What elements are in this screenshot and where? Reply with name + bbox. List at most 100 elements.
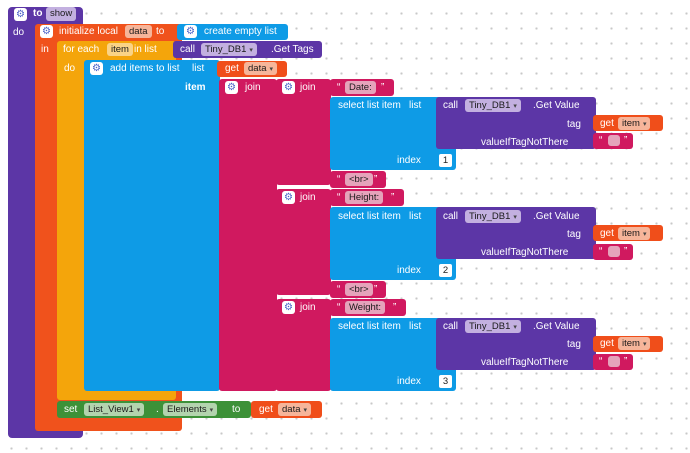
get-label: get (600, 118, 614, 129)
for-each-do-label: do (64, 63, 76, 74)
close-quote-icon: ” (624, 246, 628, 257)
close-quote-icon: ” (374, 284, 378, 295)
text-field-weight[interactable]: Weight: (345, 301, 386, 314)
close-quote-icon: ” (624, 135, 628, 146)
select-index-label: index (397, 155, 421, 166)
get-value-method-label: .Get Value (533, 211, 580, 222)
gear-icon[interactable]: ⚙ (90, 62, 103, 75)
empty-text-field[interactable] (608, 246, 620, 257)
open-quote-icon: “ (599, 356, 603, 367)
select-list-label: list (409, 321, 422, 332)
join-label: join (300, 192, 316, 203)
dropdown-arrow-icon: ▾ (513, 214, 517, 221)
gear-icon[interactable]: ⚙ (282, 191, 295, 204)
get-data-var-dropdown[interactable]: data ▾ (244, 62, 278, 75)
initialize-local-label: initialize local (59, 26, 118, 37)
join-block-date[interactable] (276, 79, 331, 185)
initialize-to-label: to (156, 26, 165, 37)
set-component-dropdown[interactable]: List_View1 ▾ (84, 403, 145, 416)
get-value-call-label: call (443, 211, 459, 222)
join-block-weight[interactable] (276, 299, 331, 391)
create-empty-list-block[interactable] (177, 24, 288, 40)
get-value-method-label: .Get Value (533, 100, 580, 111)
text-field-br[interactable]: <br> (345, 173, 373, 186)
join-label: join (245, 82, 261, 93)
select-list-label: list (409, 100, 422, 111)
dropdown-arrow-icon: ▾ (269, 66, 274, 73)
local-var-name-field[interactable]: data (125, 25, 152, 38)
get-data-var-dropdown[interactable]: data ▾ (278, 403, 312, 416)
dropdown-arrow-icon: ▾ (642, 121, 647, 128)
index-number-field[interactable]: 1 (439, 154, 452, 167)
select-list-item-block[interactable] (330, 207, 456, 280)
close-quote-icon: ” (393, 302, 397, 313)
empty-text-field[interactable] (608, 135, 620, 146)
dropdown-arrow-icon: ▾ (136, 407, 141, 414)
index-number-field[interactable]: 3 (439, 375, 452, 388)
text-field-date[interactable]: Date: (345, 81, 376, 94)
procedure-name-field[interactable]: show (46, 7, 77, 21)
dropdown-arrow-icon: ▾ (209, 407, 214, 414)
get-value-component-dropdown[interactable]: Tiny_DB1 ▾ (465, 99, 521, 112)
join-block-height[interactable] (276, 189, 331, 295)
select-list-item-block[interactable] (330, 318, 456, 391)
gear-icon[interactable]: ⚙ (40, 25, 53, 38)
for-each-in-list-label: in list (134, 44, 157, 55)
for-each-label: for each (63, 44, 100, 55)
get-value-not-there-label: valueIfTagNotThere (481, 247, 569, 258)
join-block-outer[interactable] (219, 79, 277, 391)
text-field-height[interactable]: Height: (345, 191, 384, 204)
open-quote-icon: “ (337, 302, 341, 313)
dropdown-arrow-icon: ▾ (513, 324, 517, 331)
get-label: get (600, 338, 614, 349)
close-quote-icon: ” (391, 192, 395, 203)
get-value-method-label: .Get Value (533, 321, 580, 332)
get-label: get (600, 228, 614, 239)
initialize-in-label: in (41, 44, 49, 55)
set-label: set (64, 404, 78, 415)
open-quote-icon: “ (337, 174, 341, 185)
open-quote-icon: “ (337, 82, 341, 93)
add-items-list-label: list (192, 63, 205, 74)
loop-var-name-field[interactable]: item (107, 43, 133, 56)
dropdown-arrow-icon: ▾ (642, 231, 647, 238)
dropdown-arrow-icon: ▾ (642, 341, 647, 348)
select-index-label: index (397, 265, 421, 276)
add-items-label: add items to list (110, 63, 180, 74)
close-quote-icon: ” (381, 82, 385, 93)
get-tags-component-dropdown[interactable]: Tiny_DB1 ▾ (201, 43, 257, 56)
get-item-var-dropdown[interactable]: item ▾ (618, 337, 651, 350)
select-list-item-block[interactable] (330, 97, 456, 170)
text-field-br[interactable]: <br> (345, 283, 373, 296)
gear-icon[interactable]: ⚙ (14, 8, 27, 21)
get-value-tag-label: tag (567, 229, 581, 240)
add-items-item-label: item (185, 82, 206, 93)
join-label: join (300, 82, 316, 93)
open-quote-icon: “ (337, 192, 341, 203)
open-quote-icon: “ (599, 246, 603, 257)
index-number-field[interactable]: 2 (439, 264, 452, 277)
add-items-to-list-block[interactable] (84, 60, 220, 391)
select-list-item-label: select list item (338, 321, 401, 332)
get-value-component-dropdown[interactable]: Tiny_DB1 ▾ (465, 210, 521, 223)
gear-icon[interactable]: ⚙ (184, 25, 197, 38)
empty-text-field[interactable] (608, 356, 620, 367)
get-item-var-dropdown[interactable]: item ▾ (618, 227, 651, 240)
set-property-dropdown[interactable]: Elements ▾ (163, 403, 218, 416)
get-value-not-there-label: valueIfTagNotThere (481, 137, 569, 148)
get-value-not-there-label: valueIfTagNotThere (481, 357, 569, 368)
set-to-label: to (232, 404, 241, 415)
get-value-component-dropdown[interactable]: Tiny_DB1 ▾ (465, 320, 521, 333)
set-dot-label: . (156, 404, 159, 415)
dropdown-arrow-icon: ▾ (249, 47, 253, 54)
gear-icon[interactable]: ⚙ (282, 301, 295, 314)
gear-icon[interactable]: ⚙ (282, 81, 295, 94)
join-label: join (300, 302, 316, 313)
get-item-var-dropdown[interactable]: item ▾ (618, 117, 651, 130)
get-value-tag-label: tag (567, 339, 581, 350)
gear-icon[interactable]: ⚙ (225, 81, 238, 94)
select-list-item-label: select list item (338, 100, 401, 111)
create-empty-list-label: create empty list (204, 26, 277, 37)
get-tags-method-label: .Get Tags (271, 44, 314, 55)
close-quote-icon: ” (624, 356, 628, 367)
